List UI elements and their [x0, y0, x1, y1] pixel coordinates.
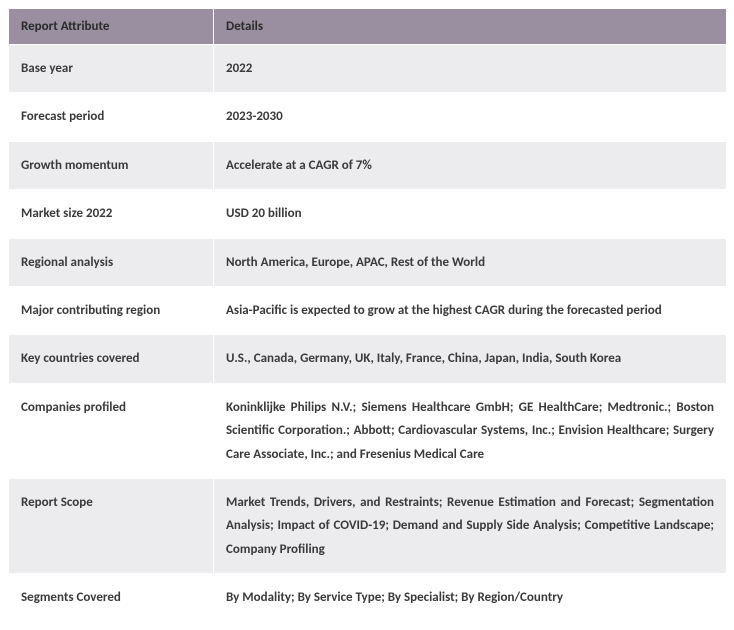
cell-attr: Companies profiled — [9, 383, 214, 478]
cell-attr: Base year — [9, 45, 214, 93]
cell-detail: Market Trends, Drivers, and Restraints; … — [214, 478, 727, 573]
cell-attr: Major contributing region — [9, 286, 214, 334]
cell-detail: 2023-2030 — [214, 93, 727, 141]
col-header-attribute: Report Attribute — [9, 9, 214, 45]
table-row: Major contributing region Asia-Pacific i… — [9, 286, 727, 334]
table-row: Market size 2022 USD 20 billion — [9, 190, 727, 238]
col-header-details: Details — [214, 9, 727, 45]
table-row: Growth momentum Accelerate at a CAGR of … — [9, 141, 727, 189]
table-row: Base year 2022 — [9, 45, 727, 93]
cell-attr: Report Scope — [9, 478, 214, 573]
table-row: Key countries covered U.S., Canada, Germ… — [9, 335, 727, 383]
table-row: Report Scope Market Trends, Drivers, and… — [9, 478, 727, 573]
table-header-row: Report Attribute Details — [9, 9, 727, 45]
cell-attr: Market size 2022 — [9, 190, 214, 238]
cell-attr: Growth momentum — [9, 141, 214, 189]
cell-detail: North America, Europe, APAC, Rest of the… — [214, 238, 727, 286]
cell-detail: By Modality; By Service Type; By Special… — [214, 574, 727, 622]
cell-detail: Koninklijke Philips N.V.; Siemens Health… — [214, 383, 727, 478]
cell-detail: Asia-Pacific is expected to grow at the … — [214, 286, 727, 334]
cell-attr: Key countries covered — [9, 335, 214, 383]
cell-detail: USD 20 billion — [214, 190, 727, 238]
cell-attr: Segments Covered — [9, 574, 214, 622]
cell-detail: Accelerate at a CAGR of 7% — [214, 141, 727, 189]
table-row: Forecast period 2023-2030 — [9, 93, 727, 141]
table-row: Regional analysis North America, Europe,… — [9, 238, 727, 286]
report-attributes-table: Report Attribute Details Base year 2022 … — [8, 8, 727, 622]
cell-attr: Regional analysis — [9, 238, 214, 286]
cell-detail: 2022 — [214, 45, 727, 93]
table-row: Companies profiled Koninklijke Philips N… — [9, 383, 727, 478]
table-row: Segments Covered By Modality; By Service… — [9, 574, 727, 622]
cell-detail: U.S., Canada, Germany, UK, Italy, France… — [214, 335, 727, 383]
cell-attr: Forecast period — [9, 93, 214, 141]
